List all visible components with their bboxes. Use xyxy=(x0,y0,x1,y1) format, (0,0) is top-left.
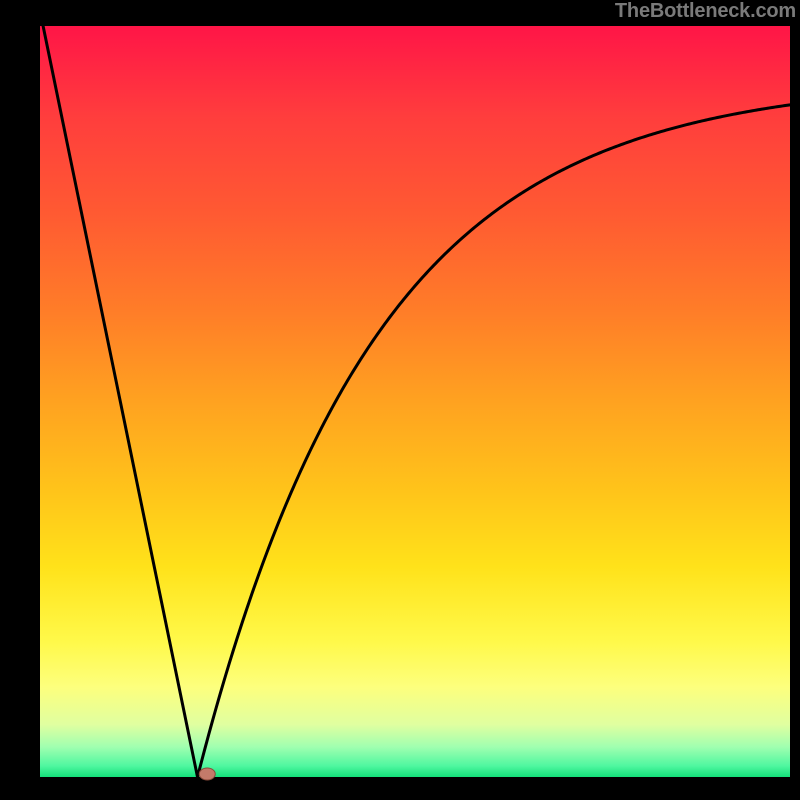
bottleneck-chart xyxy=(0,0,800,800)
plot-background xyxy=(40,26,790,777)
minimum-marker xyxy=(199,768,215,780)
attribution-text: TheBottleneck.com xyxy=(615,0,796,23)
chart-container: TheBottleneck.com xyxy=(0,0,800,800)
